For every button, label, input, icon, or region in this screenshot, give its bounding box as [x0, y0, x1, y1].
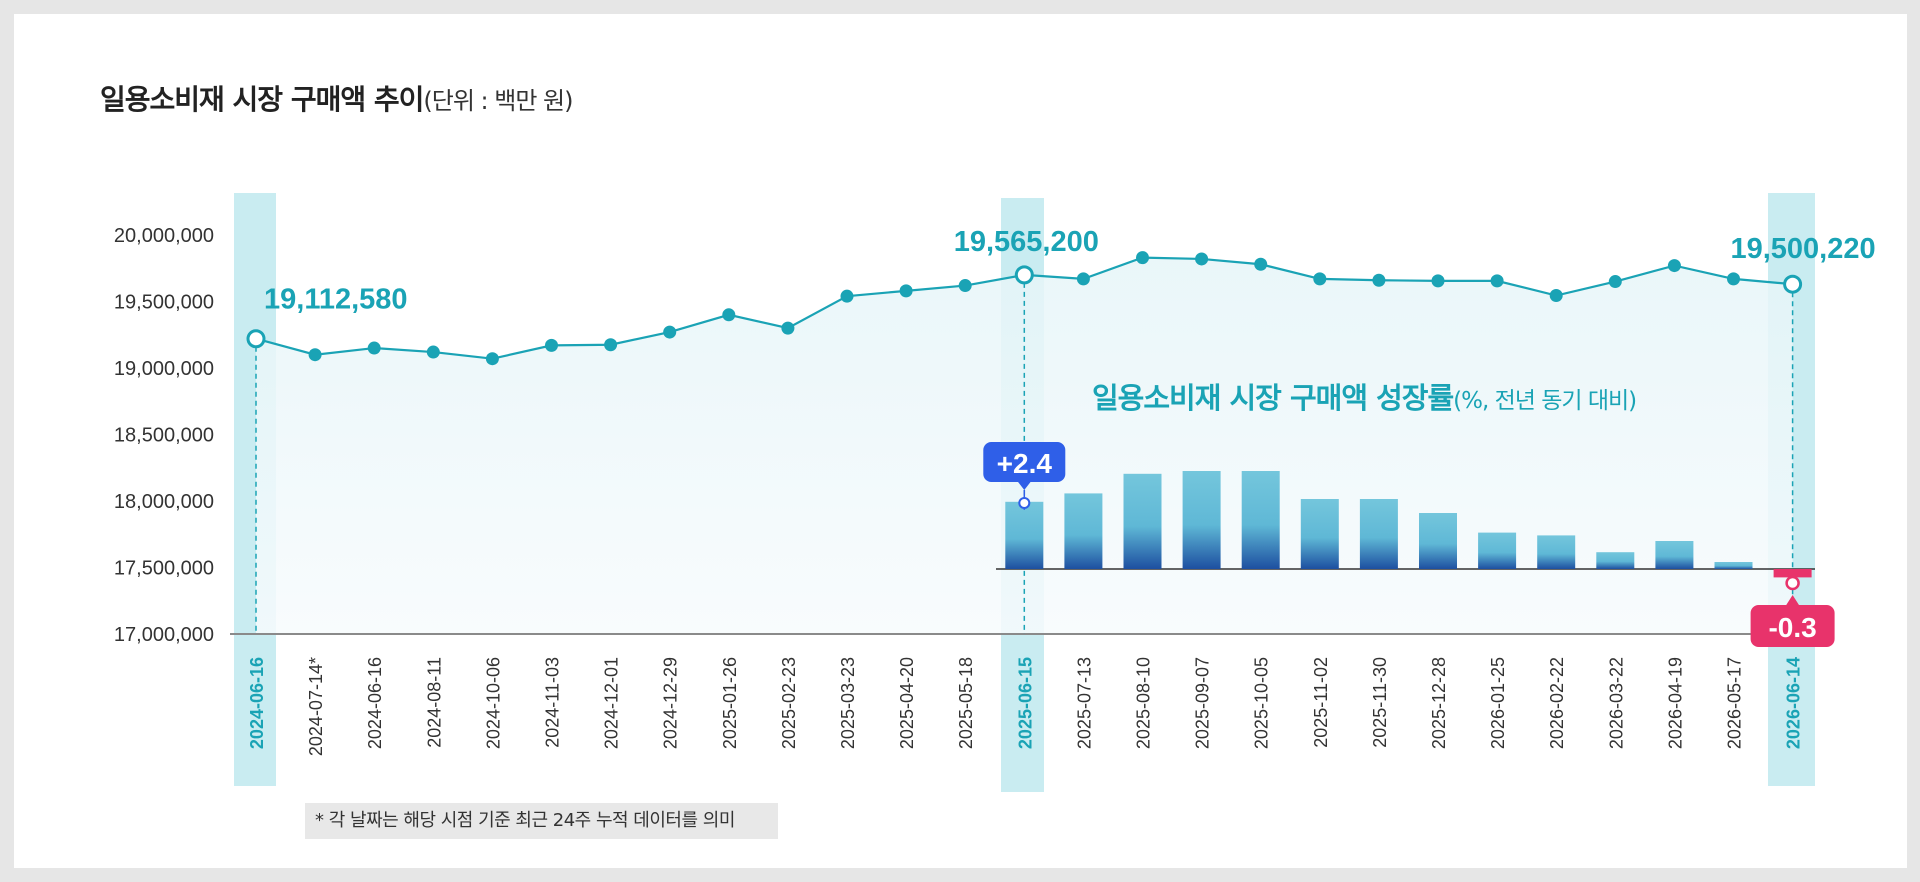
x-tick-label: 2024-08-11: [424, 657, 444, 748]
growth-bar: [1714, 562, 1753, 569]
data-point: [899, 284, 913, 298]
point-value-label: 19,565,200: [954, 226, 1099, 258]
data-point: [722, 308, 736, 322]
callout-pointer-negative: [1785, 595, 1800, 606]
x-tick-label: 2025-10-05: [1252, 657, 1272, 749]
growth-bar: [1478, 532, 1517, 569]
x-tick-label: 2025-04-20: [897, 657, 917, 749]
growth-bar: [1596, 552, 1635, 569]
y-tick-label: 20,000,000: [114, 225, 214, 247]
data-point: [1431, 274, 1445, 288]
growth-bar: [1064, 493, 1103, 569]
highlight-point: [1783, 274, 1803, 294]
growth-bar: [1537, 535, 1576, 569]
x-tick-label: 2026-03-22: [1606, 657, 1626, 749]
data-point: [1490, 274, 1504, 288]
data-point: [604, 338, 618, 352]
data-point: [1608, 275, 1622, 289]
y-tick-label: 18,500,000: [114, 425, 214, 447]
growth-chart-title: 일용소비재 시장 구매액 성장률(%, 전년 동기 대비): [1092, 381, 1636, 415]
x-tick-label: 2024-07-14*: [306, 657, 326, 756]
growth-bar: [1359, 499, 1398, 569]
x-tick-label: 2024-11-03: [543, 657, 563, 748]
x-tick-label: 2025-12-28: [1429, 657, 1449, 749]
data-point: [1136, 251, 1149, 265]
growth-bar: [1241, 471, 1280, 569]
data-point: [840, 289, 854, 303]
callout-dot: [1018, 497, 1031, 509]
x-tick-label: 2025-11-30: [1370, 657, 1390, 748]
growth-bar: [1182, 471, 1221, 569]
data-point: [485, 352, 499, 366]
chart-title: 일용소비재 시장 구매액 추이(단위 : 백만 원): [100, 78, 573, 118]
data-point: [958, 279, 972, 293]
x-tick-label: 2025-01-26: [720, 657, 740, 749]
data-point: [1667, 259, 1681, 273]
data-point: [367, 341, 381, 355]
callout-label: +2.4: [997, 448, 1053, 479]
x-tick-label: 2024-10-06: [483, 657, 503, 749]
data-point: [1254, 257, 1268, 271]
point-value-label: 19,500,220: [1730, 233, 1875, 265]
callout-label-negative: -0.3: [1768, 612, 1816, 643]
x-tick-label: 2026-04-19: [1665, 657, 1685, 749]
growth-bar: [1655, 541, 1694, 569]
x-tick-label: 2026-02-22: [1547, 657, 1567, 749]
y-tick-label: 19,500,000: [114, 292, 214, 314]
x-tick-label: 2025-06-15: [1015, 657, 1035, 749]
growth-bar: [1300, 499, 1339, 569]
data-point: [1727, 272, 1740, 286]
x-tick-label: 2026-05-17: [1725, 657, 1745, 749]
x-tick-label: 2025-07-13: [1074, 657, 1094, 749]
x-tick-label: 2025-05-18: [956, 657, 976, 749]
x-tick-label: 2025-03-23: [838, 657, 858, 749]
callout-pointer: [1017, 481, 1032, 490]
x-tick-label: 2024-06-16: [365, 657, 385, 749]
data-point: [308, 348, 322, 362]
x-tick-label: 2025-02-23: [779, 657, 799, 749]
callout-bubble-negative: [1750, 605, 1835, 647]
chart-title-text: 일용소비재 시장 구매액 추이: [100, 83, 424, 116]
x-tick-label: 2025-09-07: [1193, 657, 1213, 749]
chart-title-unit: (단위 : 백만 원): [423, 87, 573, 115]
x-tick-label: 2025-08-10: [1134, 657, 1154, 749]
highlight-point: [246, 329, 266, 349]
data-point: [426, 345, 440, 359]
growth-chart-title-unit: (%, 전년 동기 대비): [1453, 388, 1636, 414]
x-tick-label: 2024-06-16: [247, 657, 267, 749]
point-value-label: 19,112,580: [264, 284, 408, 316]
x-tick-label: 2026-01-25: [1488, 657, 1508, 749]
growth-bar: [1419, 513, 1457, 569]
data-point: [1313, 272, 1327, 286]
data-point: [545, 338, 558, 352]
data-point: [1549, 289, 1563, 303]
x-tick-label: 2024-12-29: [661, 657, 681, 749]
growth-bar: [1005, 501, 1044, 569]
callout-bubble: [983, 442, 1066, 482]
y-tick-label: 17,000,000: [114, 624, 214, 646]
y-tick-label: 18,000,000: [114, 491, 214, 513]
y-tick-label: 17,500,000: [114, 558, 214, 580]
footnote: * 각 날짜는 해당 시점 기준 최근 24주 누적 데이터를 의미: [305, 803, 778, 839]
growth-bar-negative: [1773, 569, 1812, 578]
growth-bar: [1123, 473, 1162, 569]
data-point: [663, 325, 677, 339]
data-point: [1372, 273, 1386, 287]
callout-dot-negative: [1785, 575, 1800, 591]
data-point: [1195, 252, 1209, 266]
data-point: [781, 321, 795, 335]
data-point: [1076, 272, 1090, 286]
x-tick-label: 2025-11-02: [1311, 657, 1331, 748]
x-tick-label: 2024-12-01: [602, 657, 622, 749]
y-tick-label: 19,000,000: [114, 358, 214, 380]
highlight-point: [1014, 265, 1034, 285]
x-tick-label: 2026-06-14: [1784, 657, 1804, 749]
